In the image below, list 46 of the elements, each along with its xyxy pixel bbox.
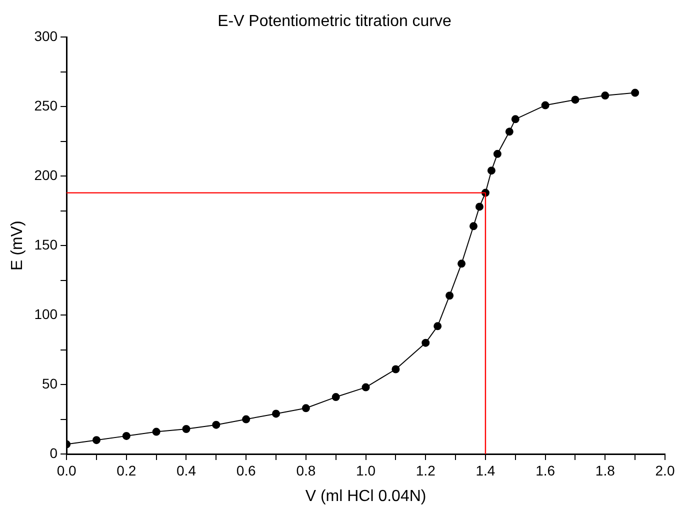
point (152, 428, 160, 436)
point (422, 338, 430, 347)
y-tick-label: 50 (42, 375, 58, 392)
y-tick-label: 150 (34, 236, 58, 252)
point (302, 404, 310, 412)
x-tick-label: 1.4 (476, 462, 496, 478)
point (493, 150, 502, 158)
point (122, 432, 130, 440)
point (92, 436, 100, 444)
point (505, 128, 514, 136)
point (487, 166, 496, 175)
x-tick-label: 0.6 (236, 462, 256, 478)
point (458, 260, 466, 268)
point (631, 88, 640, 97)
point (571, 96, 580, 104)
point (475, 202, 484, 211)
x-tick-label: 0.8 (296, 462, 316, 478)
y-tick-label: 250 (34, 98, 58, 114)
point (392, 365, 400, 374)
y-tick-label: 100 (34, 306, 58, 322)
x-axis-title: V (ml HCl 0.04N) (305, 488, 426, 505)
point (272, 410, 280, 418)
point (242, 415, 250, 424)
x-tick-label: 1.8 (595, 462, 616, 478)
point (470, 222, 478, 230)
point (182, 424, 190, 433)
point (511, 115, 520, 124)
y-tick-label: 300 (34, 28, 58, 44)
y-axis-title: E (mV) (9, 220, 26, 270)
point (212, 420, 220, 429)
x-tick-label: 2.0 (655, 462, 675, 478)
point (541, 101, 550, 110)
point (446, 292, 454, 300)
x-tick-label: 1.6 (536, 462, 556, 478)
y-tick-label: 200 (34, 166, 58, 183)
x-tick-label: 0.4 (176, 462, 196, 478)
x-tick-label: 0.0 (56, 462, 76, 478)
point (601, 92, 610, 100)
x-tick-label: 0.2 (116, 462, 136, 478)
point (362, 383, 370, 392)
point (434, 322, 442, 330)
x-tick-label: 1.0 (356, 462, 376, 478)
x-tick-label: 1.2 (416, 462, 436, 478)
point (332, 393, 340, 402)
y-tick-label: 0 (50, 444, 58, 461)
chart-title: E-V Potentiometric titration curve (218, 13, 452, 30)
